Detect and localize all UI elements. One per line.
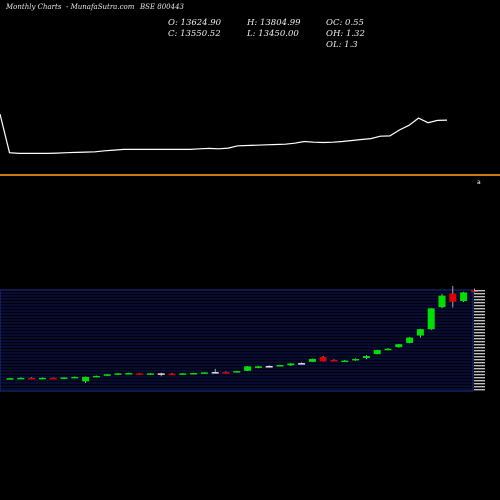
scale-tick (474, 389, 485, 391)
low-value: L: 13450.00 (247, 29, 299, 39)
candle-body (136, 373, 144, 375)
scale-tick (474, 305, 485, 307)
candle-body (6, 378, 14, 380)
scale-tick (474, 299, 485, 301)
candle-body (49, 377, 57, 380)
candle-body (319, 357, 327, 362)
scale-tick (474, 296, 485, 298)
candle-body (125, 373, 133, 375)
scale-tick (474, 356, 485, 358)
candle-body (103, 374, 111, 376)
candle-body (114, 373, 122, 375)
scale-tick (474, 308, 485, 310)
candle-body (416, 329, 424, 336)
candle-body (28, 377, 36, 380)
candle-body (341, 360, 349, 363)
candle-body (373, 350, 381, 355)
open-close-value: OC: 0.55 (326, 18, 364, 28)
open-value: O: 13624.90 (168, 18, 222, 28)
scale-tick (474, 338, 485, 340)
candle-body (168, 373, 176, 376)
scale-tick (474, 290, 485, 292)
scale-tick (474, 341, 485, 343)
scale-tick (474, 302, 485, 304)
marker-dot: a (477, 179, 481, 186)
candle-body (222, 372, 230, 374)
scale-tick (474, 383, 485, 385)
candle-body (211, 372, 219, 374)
close-price-line (0, 113, 448, 154)
candle-body (352, 358, 360, 361)
high-value: H: 13804.99 (247, 18, 301, 28)
candle-body (82, 376, 90, 382)
candle-body (427, 308, 435, 330)
scale-tick (474, 320, 485, 322)
scale-tick (474, 353, 485, 355)
candle-body (71, 376, 79, 379)
scale-tick (474, 359, 485, 361)
site-label: - MunafaSutra.com (66, 3, 135, 11)
scale-tick (474, 326, 485, 328)
candle-body (438, 295, 446, 308)
candle-body (60, 377, 68, 380)
candle-body (287, 363, 295, 366)
scale-tick (474, 380, 485, 382)
scale-tick (474, 317, 485, 319)
candle-body (362, 356, 370, 358)
candle-body (449, 293, 457, 302)
candle-body (254, 366, 262, 368)
open-high-value: OH: 1.32 (326, 29, 365, 39)
price-scale (474, 290, 485, 391)
scale-tick (474, 314, 485, 316)
candle-body (395, 344, 403, 348)
scale-tick (474, 311, 485, 313)
candle-body (298, 363, 306, 365)
scale-tick (474, 332, 485, 334)
candle-body (190, 373, 198, 375)
candle-body (200, 372, 208, 374)
candle-body (146, 373, 154, 375)
scale-tick (474, 368, 485, 370)
candle-body (265, 366, 273, 368)
scale-tick (474, 371, 485, 373)
scale-tick (474, 377, 485, 379)
close-line-panel: a (0, 113, 481, 186)
candle-grid (0, 289, 474, 392)
chart-period-label: Monthly Charts (6, 3, 62, 11)
scale-tick (474, 374, 485, 376)
scale-tick (474, 347, 485, 349)
candle-body (460, 292, 468, 302)
open-low-value: OL: 1.3 (326, 40, 358, 50)
scale-tick (474, 293, 485, 295)
candle-body (17, 377, 25, 380)
candle-panel (6, 286, 478, 383)
candle-body (276, 365, 284, 367)
candle-body (308, 358, 316, 362)
close-value: C: 13550.52 (168, 29, 221, 39)
candle-body (92, 375, 100, 378)
scale-tick (474, 365, 485, 367)
symbol-label: BSE 800443 (140, 3, 184, 11)
candle-body (179, 373, 187, 375)
scale-tick (474, 329, 485, 331)
candle-body (157, 373, 165, 375)
scale-tick (474, 362, 485, 364)
scale-tick (474, 323, 485, 325)
candle-body (233, 371, 241, 373)
scale-tick (474, 350, 485, 352)
scale-tick (474, 335, 485, 337)
candle-body (38, 377, 46, 380)
scale-tick (474, 344, 485, 346)
candle-body (384, 348, 392, 351)
scale-tick (474, 386, 485, 388)
candle-body (406, 337, 414, 343)
candle-body (330, 359, 338, 362)
candle-body (244, 366, 252, 371)
